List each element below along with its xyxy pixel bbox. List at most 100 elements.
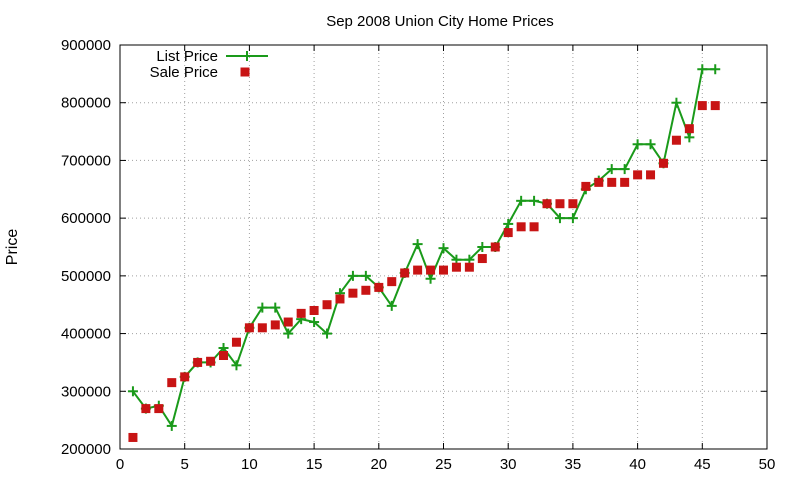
point-sale-price: [439, 265, 448, 275]
point-list-price: [360, 270, 371, 281]
point-sale-price: [451, 262, 461, 272]
x-tick-label: 20: [370, 456, 387, 473]
point-list-price: [697, 64, 708, 75]
point-sale-price: [555, 199, 565, 209]
point-sale-price: [710, 101, 720, 111]
point-sale-price: [581, 181, 591, 191]
point-sale-price: [141, 404, 151, 414]
legend: List Price Sale Price: [150, 48, 268, 81]
y-tick-label: 300000: [61, 383, 111, 400]
point-list-price: [127, 386, 138, 397]
point-sale-price: [697, 101, 707, 111]
x-tick-label: 30: [500, 456, 517, 473]
point-sale-price: [193, 357, 203, 367]
point-list-price: [438, 243, 449, 254]
point-list-price: [309, 317, 320, 328]
point-list-price: [567, 213, 578, 224]
point-sale-price: [283, 317, 293, 327]
y-tick-label: 800000: [61, 95, 111, 112]
point-list-price: [257, 302, 268, 313]
point-sale-price: [646, 170, 656, 180]
x-tick-label: 35: [565, 456, 582, 473]
point-sale-price: [387, 277, 397, 287]
point-sale-price: [620, 177, 630, 187]
legend-plus-marker: [242, 51, 252, 61]
point-sale-price: [464, 262, 474, 272]
chart-title: Sep 2008 Union City Home Prices: [326, 13, 554, 30]
x-tick-label: 0: [116, 456, 124, 473]
legend-label-list-price: List Price: [156, 48, 218, 65]
point-list-price: [166, 420, 177, 431]
point-sale-price: [206, 356, 216, 366]
legend-swatch-list-price: [226, 51, 268, 61]
point-list-price: [231, 360, 242, 371]
point-sale-price: [322, 300, 332, 310]
point-sale-price: [374, 282, 384, 292]
point-sale-price: [503, 228, 513, 238]
point-sale-price: [490, 242, 500, 252]
x-tick-label: 40: [629, 456, 646, 473]
point-sale-price: [270, 320, 280, 330]
y-tick-label: 900000: [61, 37, 111, 54]
point-sale-price: [244, 323, 254, 333]
y-tick-label: 200000: [61, 441, 111, 458]
x-tick-label: 5: [181, 456, 189, 473]
series: [127, 64, 721, 442]
point-sale-price: [335, 294, 345, 304]
point-sale-price: [180, 372, 190, 382]
point-list-price: [386, 300, 397, 311]
point-sale-price: [529, 222, 539, 232]
legend-label-sale-price: Sale Price: [150, 64, 218, 81]
point-sale-price: [633, 170, 643, 180]
point-list-price: [347, 270, 358, 281]
point-sale-price: [309, 305, 319, 315]
x-tick-label: 15: [306, 456, 323, 473]
point-list-price: [516, 195, 527, 206]
point-sale-price: [361, 285, 371, 295]
point-sale-price: [400, 268, 410, 278]
legend-swatch-sale-price: [240, 67, 250, 77]
point-list-price: [710, 64, 721, 75]
point-list-price: [283, 328, 294, 339]
point-list-price: [477, 242, 488, 252]
point-sale-price: [257, 323, 267, 333]
point-list-price: [529, 195, 540, 206]
point-sale-price: [607, 177, 617, 187]
point-list-price: [606, 164, 617, 175]
point-sale-price: [477, 254, 487, 264]
point-list-price: [632, 139, 643, 150]
point-sale-price: [516, 222, 526, 232]
point-sale-price: [296, 308, 306, 318]
point-sale-price: [542, 199, 552, 209]
point-list-price: [425, 273, 436, 284]
y-tick-label: 400000: [61, 326, 111, 343]
point-sale-price: [219, 351, 229, 361]
point-sale-price: [658, 158, 668, 168]
x-tick-label: 25: [435, 456, 452, 473]
point-sale-price: [684, 124, 694, 134]
point-list-price: [322, 328, 333, 339]
y-axis-label: Price: [4, 229, 21, 266]
point-list-price: [554, 213, 565, 224]
point-sale-price: [231, 337, 241, 347]
y-tick-label: 700000: [61, 152, 111, 169]
axis-ticks: 0 5 10 15 20 25 30 35 40 45 50 200000 300000 400000 50…: [61, 37, 775, 473]
point-sale-price: [594, 177, 604, 187]
point-sale-price: [128, 432, 138, 442]
y-tick-label: 600000: [61, 210, 111, 227]
x-tick-label: 50: [759, 456, 776, 473]
series-line-list-price: [132, 68, 716, 429]
legend-square-marker: [240, 67, 250, 77]
point-sale-price: [568, 199, 578, 209]
point-list-price: [503, 218, 514, 229]
x-tick-label: 45: [694, 456, 711, 473]
point-sale-price: [426, 265, 436, 275]
point-sale-price: [671, 135, 681, 145]
point-list-price: [270, 302, 281, 313]
point-sale-price: [154, 404, 164, 414]
point-list-price: [619, 164, 630, 175]
point-list-price: [645, 139, 656, 150]
